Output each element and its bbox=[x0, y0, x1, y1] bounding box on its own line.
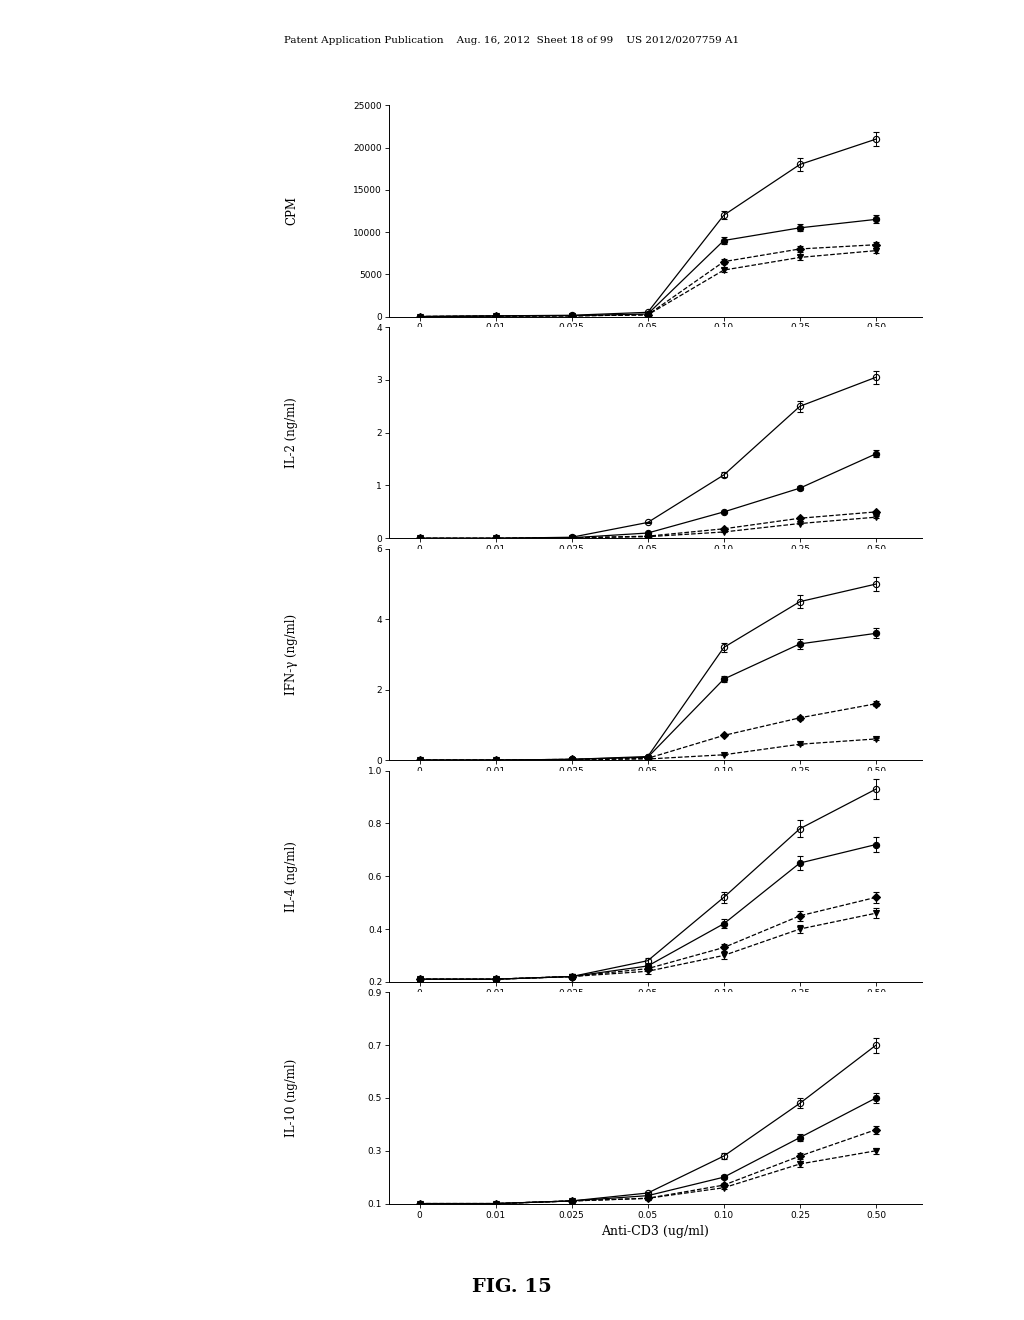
Text: Patent Application Publication    Aug. 16, 2012  Sheet 18 of 99    US 2012/02077: Patent Application Publication Aug. 16, … bbox=[285, 36, 739, 45]
X-axis label: Anti-CD3 (ug/ml): Anti-CD3 (ug/ml) bbox=[601, 1225, 710, 1238]
Text: IL-2 (ng/ml): IL-2 (ng/ml) bbox=[286, 397, 298, 469]
Text: FIG. 15: FIG. 15 bbox=[472, 1278, 552, 1296]
Text: IL-4 (ng/ml): IL-4 (ng/ml) bbox=[286, 841, 298, 912]
Text: IL-10 (ng/ml): IL-10 (ng/ml) bbox=[286, 1059, 298, 1137]
Text: IFN-γ (ng/ml): IFN-γ (ng/ml) bbox=[286, 614, 298, 696]
Text: CPM: CPM bbox=[286, 197, 298, 226]
